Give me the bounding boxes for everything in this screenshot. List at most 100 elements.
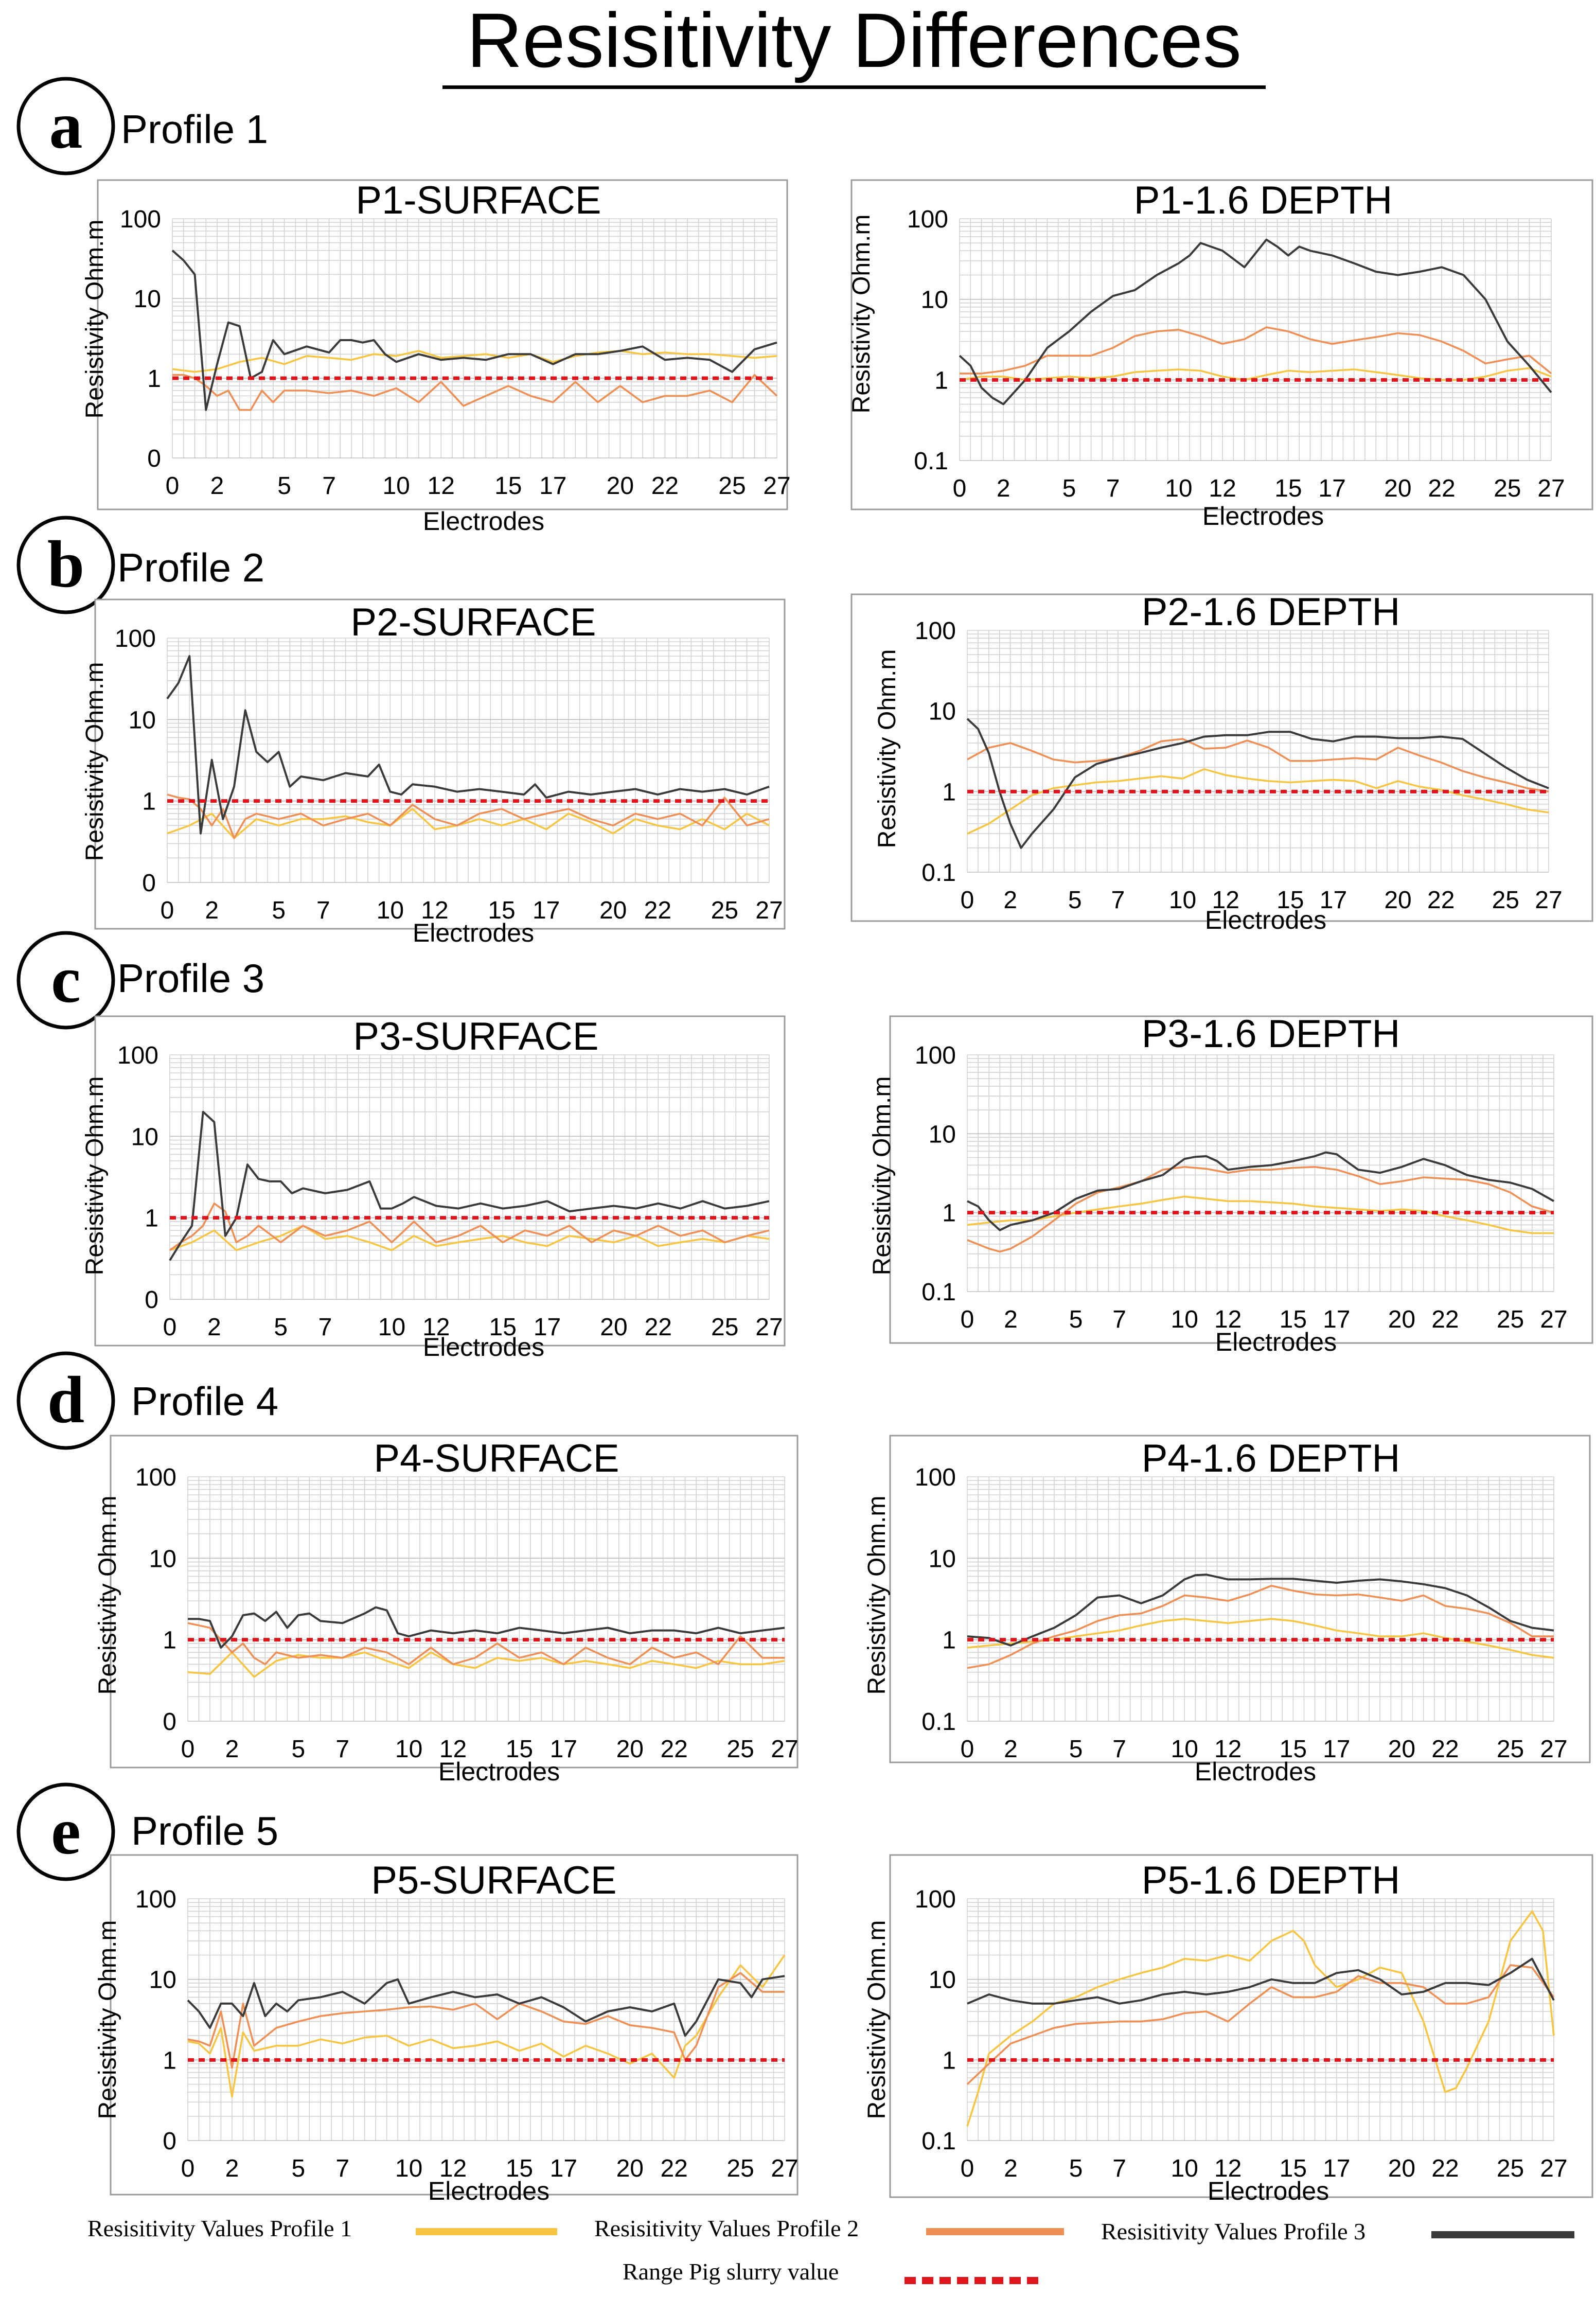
x-tick-label: 2 xyxy=(205,897,219,924)
x-tick-label: 22 xyxy=(645,1314,672,1341)
x-tick-label: 0 xyxy=(961,1736,974,1763)
x-tick-label: 20 xyxy=(599,897,627,924)
chart-frame xyxy=(94,598,786,930)
y-tick-label: 1 xyxy=(163,2047,176,2074)
x-tick-label: 22 xyxy=(651,472,679,500)
series-line-p1 xyxy=(169,1225,770,1251)
panels-layer: a Profile 1 b Profile 2 c Profile 3 d Profile 4… xyxy=(16,77,278,1881)
x-tick-label: 10 xyxy=(378,1314,405,1341)
y-axis-label: Resistivity Ohm.m xyxy=(863,1496,891,1695)
x-tick-label: 17 xyxy=(550,1736,577,1763)
x-tick-label: 25 xyxy=(711,1314,738,1341)
panel-profile-label: Profile 5 xyxy=(131,1808,278,1853)
chart-title: P5-1.6 DEPTH xyxy=(1142,1859,1400,1902)
legend-label-profile-1: Resisitivity Values Profile 1 xyxy=(87,2215,352,2241)
x-tick-label: 15 xyxy=(506,1736,533,1763)
x-tick-label: 20 xyxy=(616,1736,644,1763)
x-axis-label: Electrodes xyxy=(428,2177,549,2205)
series-line-p2 xyxy=(187,1622,785,1666)
x-tick-label: 7 xyxy=(1111,887,1125,914)
chart-title: P4-1.6 DEPTH xyxy=(1142,1437,1400,1480)
panel-badge-circle xyxy=(16,1351,115,1450)
x-tick-label: 17 xyxy=(1323,2155,1350,2182)
x-tick-label: 2 xyxy=(997,475,1010,502)
x-tick-label: 27 xyxy=(771,1736,798,1763)
x-tick-label: 25 xyxy=(718,472,746,500)
series-line-p2 xyxy=(172,374,778,411)
y-tick-label: 0.1 xyxy=(921,1708,956,1736)
y-tick-label: 10 xyxy=(929,1121,956,1148)
series-line-p3 xyxy=(187,1975,785,2037)
y-axis-label: Resistivity Ohm.m xyxy=(863,1920,891,2119)
y-axis-label: Resistivity Ohm.m xyxy=(868,1076,896,1276)
series-line-p3 xyxy=(967,1574,1554,1647)
x-tick-label: 7 xyxy=(316,897,330,924)
series-line-p3 xyxy=(166,655,770,835)
y-tick-label: 10 xyxy=(929,1967,956,1994)
x-tick-label: 12 xyxy=(439,1736,467,1763)
series-line-p3 xyxy=(967,1151,1554,1231)
y-tick-label: 10 xyxy=(131,1123,158,1151)
x-tick-label: 7 xyxy=(1112,1736,1126,1763)
series-line-p3 xyxy=(171,250,777,411)
x-tick-label: 12 xyxy=(1209,475,1236,502)
series-line-p3 xyxy=(188,1606,785,1649)
x-tick-label: 10 xyxy=(382,472,410,500)
y-tick-label: 0.1 xyxy=(921,2128,956,2155)
x-tick-label: 25 xyxy=(1497,1306,1524,1333)
y-tick-label: 0 xyxy=(145,1286,158,1314)
x-tick-label: 0 xyxy=(181,2155,195,2182)
panel-badge-circle xyxy=(16,1782,115,1881)
y-tick-label: 0 xyxy=(163,1708,176,1736)
legend-label-profile-3: Resisitivity Values Profile 3 xyxy=(1101,2218,1366,2245)
x-tick-label: 10 xyxy=(395,2155,422,2182)
x-tick-label: 5 xyxy=(1068,887,1082,914)
x-tick-label: 10 xyxy=(377,897,404,924)
series-line-p1 xyxy=(967,768,1549,835)
x-tick-label: 27 xyxy=(1535,887,1562,914)
x-axis-label: Electrodes xyxy=(1208,2177,1329,2205)
x-tick-label: 25 xyxy=(1494,475,1521,502)
panel-letter: b xyxy=(47,527,84,602)
chart-frame xyxy=(889,1015,1593,1344)
panel-d: d Profile 4 xyxy=(16,1351,278,1450)
x-tick-label: 5 xyxy=(274,1314,288,1341)
x-tick-label: 15 xyxy=(1274,475,1302,502)
x-tick-label: 22 xyxy=(644,897,671,924)
series-line-p1 xyxy=(187,1954,786,2098)
x-tick-label: 27 xyxy=(771,2155,798,2182)
x-tick-label: 12 xyxy=(1212,887,1239,914)
series-line-p2 xyxy=(967,1166,1554,1253)
y-tick-label: 1 xyxy=(942,779,956,806)
series-line-p2 xyxy=(967,1584,1554,1669)
series-line-p1 xyxy=(959,367,1552,381)
y-tick-label: 100 xyxy=(117,1042,158,1069)
chart-title: P2-SURFACE xyxy=(350,600,596,644)
x-tick-label: 20 xyxy=(616,2155,644,2182)
x-tick-label: 22 xyxy=(1428,475,1455,502)
y-axis-label: Resistivity Ohm.m xyxy=(81,220,109,419)
panel-b: b Profile 2 xyxy=(16,516,264,614)
x-tick-label: 22 xyxy=(1427,887,1455,914)
chart-frame xyxy=(889,1854,1593,2198)
x-tick-label: 5 xyxy=(1069,1306,1083,1333)
x-tick-label: 2 xyxy=(210,472,224,500)
x-tick-label: 12 xyxy=(1214,1736,1242,1763)
y-axis-label: Resistivity Ohm.m xyxy=(848,215,875,414)
y-tick-label: 10 xyxy=(134,286,161,313)
x-tick-label: 10 xyxy=(1165,475,1192,502)
panel-c: c Profile 3 xyxy=(16,931,264,1030)
series-line-p1 xyxy=(167,808,770,839)
chart-title: P1-SURFACE xyxy=(356,179,601,222)
x-axis-label: Electrodes xyxy=(423,1333,544,1362)
y-tick-label: 10 xyxy=(921,287,948,314)
y-tick-label: 0 xyxy=(147,445,161,472)
chart-title: P4-SURFACE xyxy=(374,1437,619,1480)
y-tick-label: 0.1 xyxy=(921,1279,956,1306)
chart-title: P3-SURFACE xyxy=(353,1015,598,1058)
title-underline xyxy=(442,85,1266,89)
series-line-p1 xyxy=(187,1651,785,1678)
